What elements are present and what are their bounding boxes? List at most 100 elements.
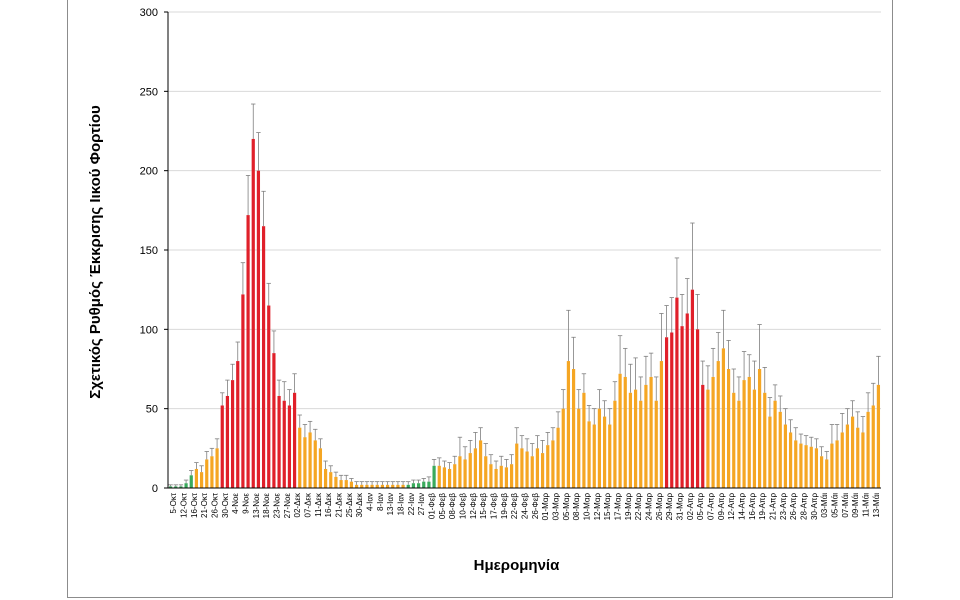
y-tick-label: 300 — [140, 7, 158, 19]
bar — [546, 445, 550, 488]
bar — [876, 384, 881, 488]
bar — [246, 215, 250, 489]
bar — [484, 456, 488, 488]
bar — [453, 464, 457, 488]
x-tick-label: 28-Απρ — [800, 493, 809, 520]
y-tick-label: 0 — [152, 483, 158, 495]
bar — [396, 484, 400, 488]
bar — [473, 448, 478, 488]
x-tick-label: 19-Μαρ — [624, 493, 633, 521]
bar — [215, 448, 219, 488]
x-tick-label: 09-Απρ — [717, 493, 726, 520]
bar — [633, 389, 638, 488]
x-tick-label: 03-Μάι — [820, 493, 829, 518]
bar — [701, 384, 705, 488]
y-tick-label: 50 — [146, 404, 158, 416]
bar — [499, 465, 503, 488]
bar — [783, 424, 788, 488]
bar — [716, 361, 720, 488]
x-tick-label: 22-Μαρ — [634, 493, 643, 521]
x-tick-label: 9-Νοε — [242, 493, 251, 514]
x-tick-label: 05-Μαρ — [562, 493, 571, 521]
bar — [313, 440, 317, 488]
bar — [391, 484, 395, 488]
x-tick-label: 22-Φεβ — [510, 493, 519, 520]
bar — [747, 376, 751, 488]
bar — [494, 468, 498, 488]
bar — [437, 465, 441, 488]
x-tick-label: 21-Απρ — [769, 493, 778, 520]
bar — [251, 138, 255, 488]
bar — [861, 432, 865, 488]
gridlines — [168, 11, 881, 410]
bar — [726, 369, 731, 488]
bar — [819, 456, 824, 488]
x-tick-label: 8-Ιαν — [376, 493, 385, 511]
x-tick-label: 25-Δεκ — [345, 492, 354, 517]
bar — [334, 476, 338, 488]
x-tick-label: 12-Μαρ — [593, 493, 602, 521]
bar — [675, 297, 679, 488]
y-tick-label: 100 — [140, 324, 158, 336]
x-tick-label: 18-Ιαν — [397, 493, 406, 515]
bar — [613, 400, 617, 488]
bar — [639, 400, 643, 488]
bar — [556, 427, 560, 488]
y-axis-ticks: 0 50 100 150 200 250 300 — [140, 7, 168, 495]
x-tick-label: 09-Μάι — [851, 493, 860, 518]
bar — [618, 373, 622, 488]
x-tick-label: 13-Ιαν — [386, 493, 395, 515]
bar — [267, 305, 271, 488]
x-tick-label: 02-Απρ — [686, 493, 695, 520]
bar — [272, 353, 276, 488]
bar — [189, 475, 193, 488]
x-tick-label: 19-Φεβ — [500, 493, 509, 520]
bar — [385, 484, 390, 488]
x-tick-label: 16-Οκτ — [190, 492, 199, 518]
bar — [174, 486, 178, 488]
bar — [866, 411, 870, 488]
x-tick-label: 16-Απρ — [748, 493, 757, 520]
bar — [406, 484, 410, 488]
bar — [763, 392, 767, 488]
bar — [809, 446, 813, 488]
bar — [654, 400, 658, 488]
bar — [432, 465, 436, 488]
x-tick-label: 01-Μαρ — [541, 493, 550, 521]
bar — [794, 440, 798, 488]
bar — [623, 376, 627, 488]
bar — [282, 400, 286, 488]
bar — [525, 451, 529, 488]
x-tick-label: 15-Φεβ — [479, 493, 488, 520]
x-tick-label: 08-Φεβ — [448, 493, 457, 520]
bar — [318, 448, 323, 488]
bar — [535, 448, 540, 488]
bar — [308, 432, 312, 488]
bar — [732, 392, 736, 488]
x-tick-label: 21-Δεκ — [335, 492, 344, 517]
bar — [489, 464, 493, 488]
x-tick-label: 17-Μαρ — [614, 493, 623, 521]
y-axis-title: Σχετικός Ρυθμός Έκκρισης Ιικού Φορτίου — [87, 105, 104, 399]
bar — [380, 484, 385, 488]
x-axis-title: Ημερομηνία — [474, 557, 560, 574]
bar — [401, 484, 405, 488]
x-axis-ticks: 5-Οκτ 12-Οκτ 16-Οκτ 21-Οκτ 26-Οκτ 30-Οκτ 4-Νοε… — [169, 492, 881, 520]
bar — [628, 392, 633, 488]
bar — [184, 483, 188, 488]
x-tick-label: 13-Μάι — [872, 493, 881, 518]
bar — [757, 369, 762, 488]
x-tick-label: 12-Οκτ — [180, 492, 189, 518]
chart-svg: 0 50 100 150 200 250 300 5-Οκτ 12-Οκτ 16-Οκτ 21-Ο… — [87, 7, 881, 574]
x-tick-label: 15-Μαρ — [603, 493, 612, 521]
bar — [670, 332, 674, 488]
x-tick-label: 26-Μαρ — [655, 493, 664, 521]
bar — [571, 369, 576, 488]
bar — [540, 453, 545, 488]
x-tick-label: 12-Απρ — [727, 493, 736, 520]
x-tick-label: 24-Φεβ — [521, 493, 530, 520]
bar — [602, 416, 607, 488]
bar — [504, 467, 509, 488]
x-tick-label: 07-Δεκ — [304, 492, 313, 517]
x-tick-label: 01-Φεβ — [428, 493, 437, 520]
